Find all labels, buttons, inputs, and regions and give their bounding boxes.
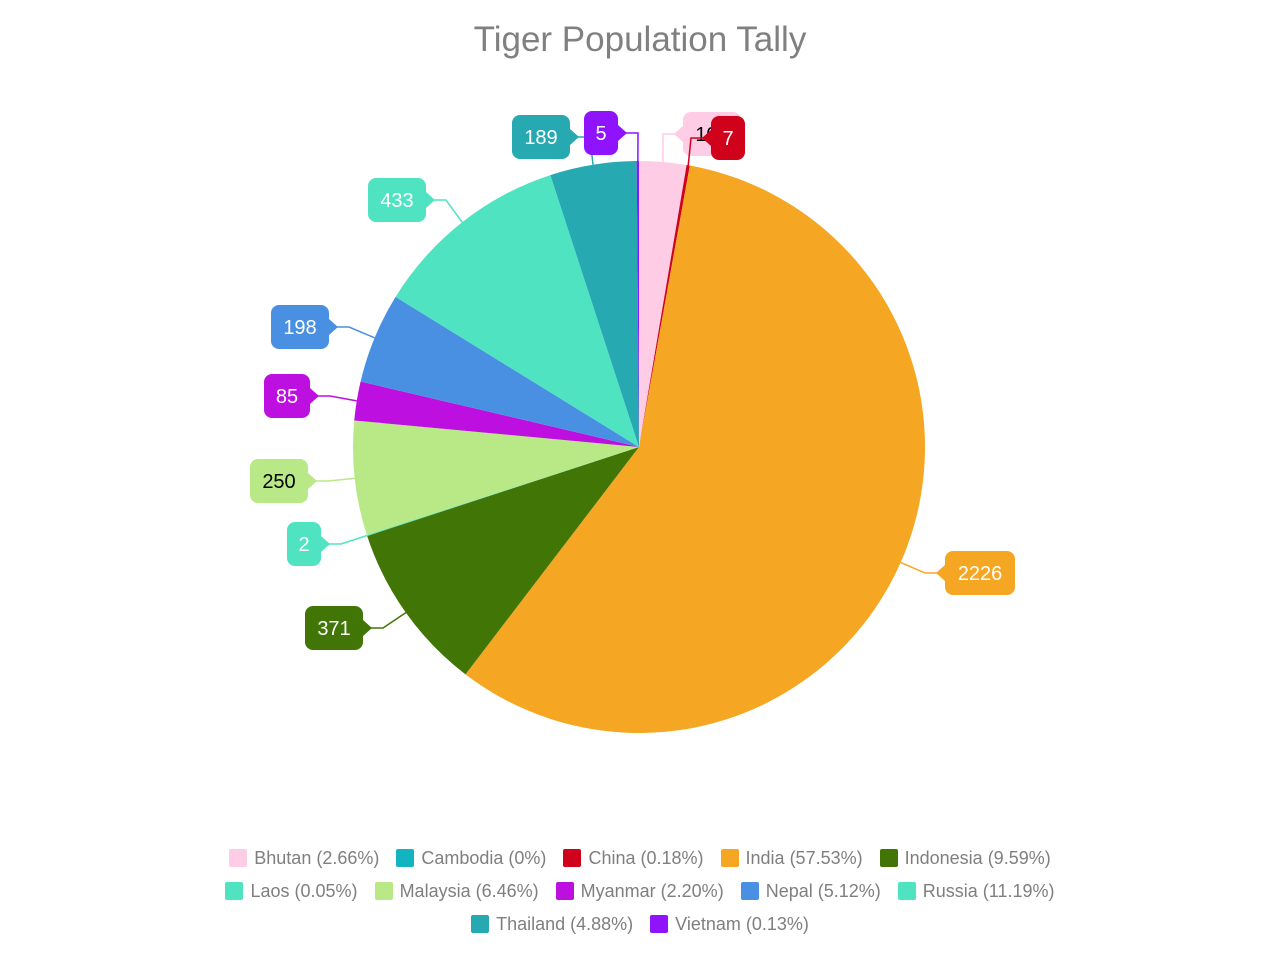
pie-slice-malaysia[interactable] <box>353 420 639 536</box>
svg-text:250: 250 <box>262 471 295 493</box>
legend-item-russia[interactable]: Russia (11.19%) <box>897 875 1055 908</box>
pie-slice-nepal[interactable] <box>360 296 639 447</box>
svg-text:198: 198 <box>283 317 316 339</box>
pie-slice-myanmar[interactable] <box>354 381 639 447</box>
pie-slice-bhutan[interactable] <box>639 161 687 447</box>
legend-item-laos[interactable]: Laos (0.05%) <box>225 875 358 908</box>
legend-item-nepal[interactable]: Nepal (5.12%) <box>740 875 881 908</box>
pie-slices <box>353 161 926 734</box>
swatch-icon <box>225 882 244 900</box>
legend-item-vietnam[interactable]: Vietnam (0.13%) <box>650 908 809 941</box>
legend-item-china[interactable]: China (0.18%) <box>563 842 704 875</box>
pie-chart: 103722263712250851984331895 <box>250 111 1015 734</box>
swatch-icon <box>740 882 759 900</box>
legend-item-cambodia[interactable]: Cambodia (0%) <box>396 842 546 875</box>
swatch-icon <box>720 849 739 867</box>
data-label-malaysia: 250 <box>250 459 317 503</box>
pie-slice-indonesia[interactable] <box>367 447 639 675</box>
swatch-icon <box>374 882 393 900</box>
data-label-vietnam: 5 <box>584 111 627 155</box>
data-label-thailand: 189 <box>512 115 579 159</box>
chart-title: Tiger Population Tally <box>473 20 807 59</box>
legend: Bhutan (2.66%) Cambodia (0%) China (0.18… <box>140 842 1140 941</box>
data-label-nepal: 198 <box>271 305 338 349</box>
swatch-icon <box>650 915 669 933</box>
swatch-icon <box>229 849 248 867</box>
legend-item-india[interactable]: India (57.53%) <box>720 842 863 875</box>
svg-text:2226: 2226 <box>958 563 1003 585</box>
data-labels: 103722263712250851984331895 <box>250 111 1015 650</box>
legend-item-bhutan[interactable]: Bhutan (2.66%) <box>229 842 379 875</box>
pie-slice-laos[interactable] <box>366 447 639 536</box>
svg-text:433: 433 <box>380 190 413 212</box>
svg-text:5: 5 <box>595 123 606 145</box>
svg-text:189: 189 <box>524 127 557 149</box>
data-label-indonesia: 371 <box>305 606 372 650</box>
swatch-icon <box>897 882 916 900</box>
swatch-icon <box>563 849 582 867</box>
pie-slice-russia[interactable] <box>395 175 639 447</box>
data-label-myanmar: 85 <box>264 374 319 418</box>
swatch-icon <box>879 849 898 867</box>
pie-slice-thailand[interactable] <box>550 161 639 447</box>
legend-item-indonesia[interactable]: Indonesia (9.59%) <box>879 842 1051 875</box>
svg-text:371: 371 <box>317 618 350 640</box>
data-label-laos: 2 <box>287 522 330 566</box>
data-label-china: 7 <box>702 116 745 160</box>
svg-text:7: 7 <box>722 128 733 150</box>
pie-slice-india[interactable] <box>465 165 926 734</box>
legend-item-thailand[interactable]: Thailand (4.88%) <box>471 908 633 941</box>
swatch-icon <box>471 915 490 933</box>
swatch-icon <box>396 849 415 867</box>
pie-slice-vietnam[interactable] <box>636 161 639 447</box>
data-label-russia: 433 <box>368 178 435 222</box>
legend-item-malaysia[interactable]: Malaysia (6.46%) <box>374 875 539 908</box>
pie-slice-china[interactable] <box>639 164 690 448</box>
svg-text:2: 2 <box>298 534 309 556</box>
legend-item-myanmar[interactable]: Myanmar (2.20%) <box>555 875 724 908</box>
data-label-india: 2226 <box>936 551 1015 595</box>
swatch-icon <box>555 882 574 900</box>
svg-text:85: 85 <box>276 386 298 408</box>
